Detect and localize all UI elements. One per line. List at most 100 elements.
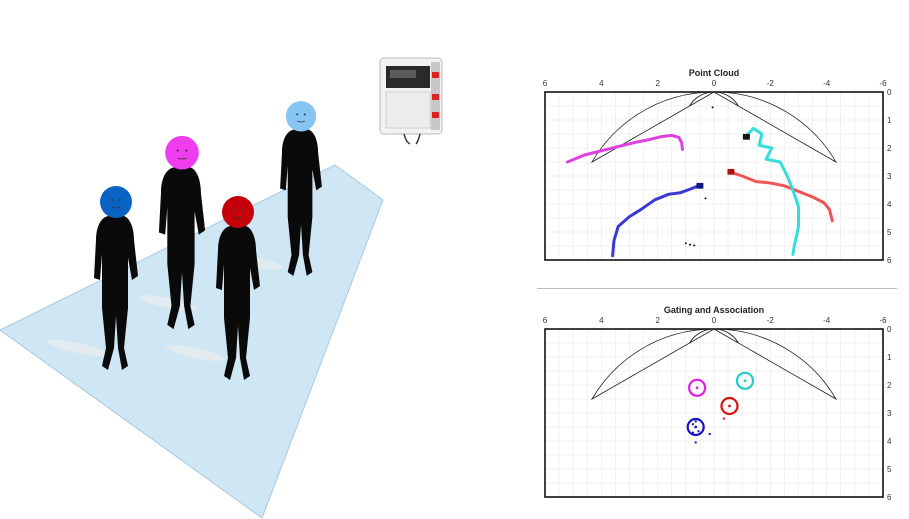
gate-center [694,425,698,429]
fov-edge [713,328,739,344]
cluster-point [700,186,704,189]
cluster-point [696,184,699,187]
cluster-point [729,170,733,173]
track-1 [611,184,701,258]
x-tick-label: 2 [655,316,660,325]
gate-ring [735,371,755,390]
fov-edge [689,91,715,107]
y-tick-label: 2 [887,144,892,153]
cluster-point [731,168,735,172]
cluster-point [742,137,746,140]
y-tick-label: 0 [887,88,892,97]
person-silhouette [94,216,138,370]
track-3 [744,126,800,256]
cluster-point [729,168,733,172]
cluster-point [696,186,699,189]
eye [176,149,179,152]
cluster-point [727,168,730,172]
eye [119,199,121,201]
cluster-point [742,133,746,137]
track-2 [727,170,834,223]
gate-ring [688,378,707,397]
person-silhouette [158,167,206,330]
gate-point [694,441,697,444]
cluster-point [727,170,730,173]
cluster-point [747,135,750,138]
x-tick-label: 2 [655,79,660,88]
stray-point [711,106,714,109]
eye [303,113,306,116]
y-tick-label: 5 [887,228,892,237]
cluster-point [731,170,735,173]
gate-center [743,379,747,383]
y-tick-label: 4 [887,200,892,209]
radar-sensor-device [379,57,443,145]
x-tick-label: -2 [767,79,775,88]
gate-point [708,433,711,435]
eye [111,199,113,201]
x-tick-label: -2 [767,316,775,325]
eye [185,149,188,152]
x-tick-label: -4 [823,79,831,88]
cluster-point [745,133,748,137]
mouth [297,120,305,123]
person-silhouette [280,129,322,276]
cluster-point [747,133,750,137]
chart-title: Gating and Association [664,305,764,315]
y-tick-label: 5 [887,465,892,474]
x-tick-label: 0 [712,316,717,325]
cluster-point [747,137,750,140]
point-cluster-0 [696,182,704,189]
fov-edge [713,91,739,107]
x-tick-label: -6 [879,316,887,325]
person-head [222,196,254,228]
cluster-point [696,182,699,186]
y-tick-label: 1 [887,116,892,125]
person-red [216,196,260,380]
x-tick-label: 6 [543,79,548,88]
gate-center [695,386,699,390]
track-0 [566,133,684,164]
gate-center [728,404,731,408]
person-silhouette [216,226,260,380]
gate-ring [686,417,705,437]
eye [233,209,235,211]
cluster-point [731,172,735,175]
person-head [285,101,317,132]
y-tick-label: 1 [887,353,892,362]
mouth [111,206,121,209]
x-tick-label: -4 [823,316,831,325]
person-head [100,186,132,218]
x-tick-label: 4 [599,316,604,325]
cluster-point [727,172,730,175]
y-tick-label: 3 [887,172,892,181]
person-blue [94,186,138,370]
gate-2 [720,396,739,416]
gate-point [694,420,697,423]
stray-point [704,197,707,200]
y-tick-label: 6 [887,256,892,265]
x-tick-label: 4 [599,79,604,88]
cluster-point [745,135,748,138]
point-cluster-1 [727,168,735,175]
chart-title: Point Cloud [689,68,740,78]
point-cluster-2 [742,133,750,140]
cluster-point [729,172,733,175]
cluster-point [698,186,702,189]
cluster-point [745,137,748,140]
y-tick-label: 0 [887,325,892,334]
illustration-scene [0,57,443,519]
cluster-point [700,184,704,187]
mouth [233,216,243,219]
people-group [94,101,322,380]
stray-point [684,242,687,245]
person-cyan [280,101,322,276]
person-magenta [158,135,206,330]
y-tick-label: 2 [887,381,892,390]
fov-edge [689,328,715,344]
x-tick-label: 6 [543,316,548,325]
eye [296,113,299,116]
stray-point [689,243,692,246]
x-tick-label: 0 [712,79,717,88]
